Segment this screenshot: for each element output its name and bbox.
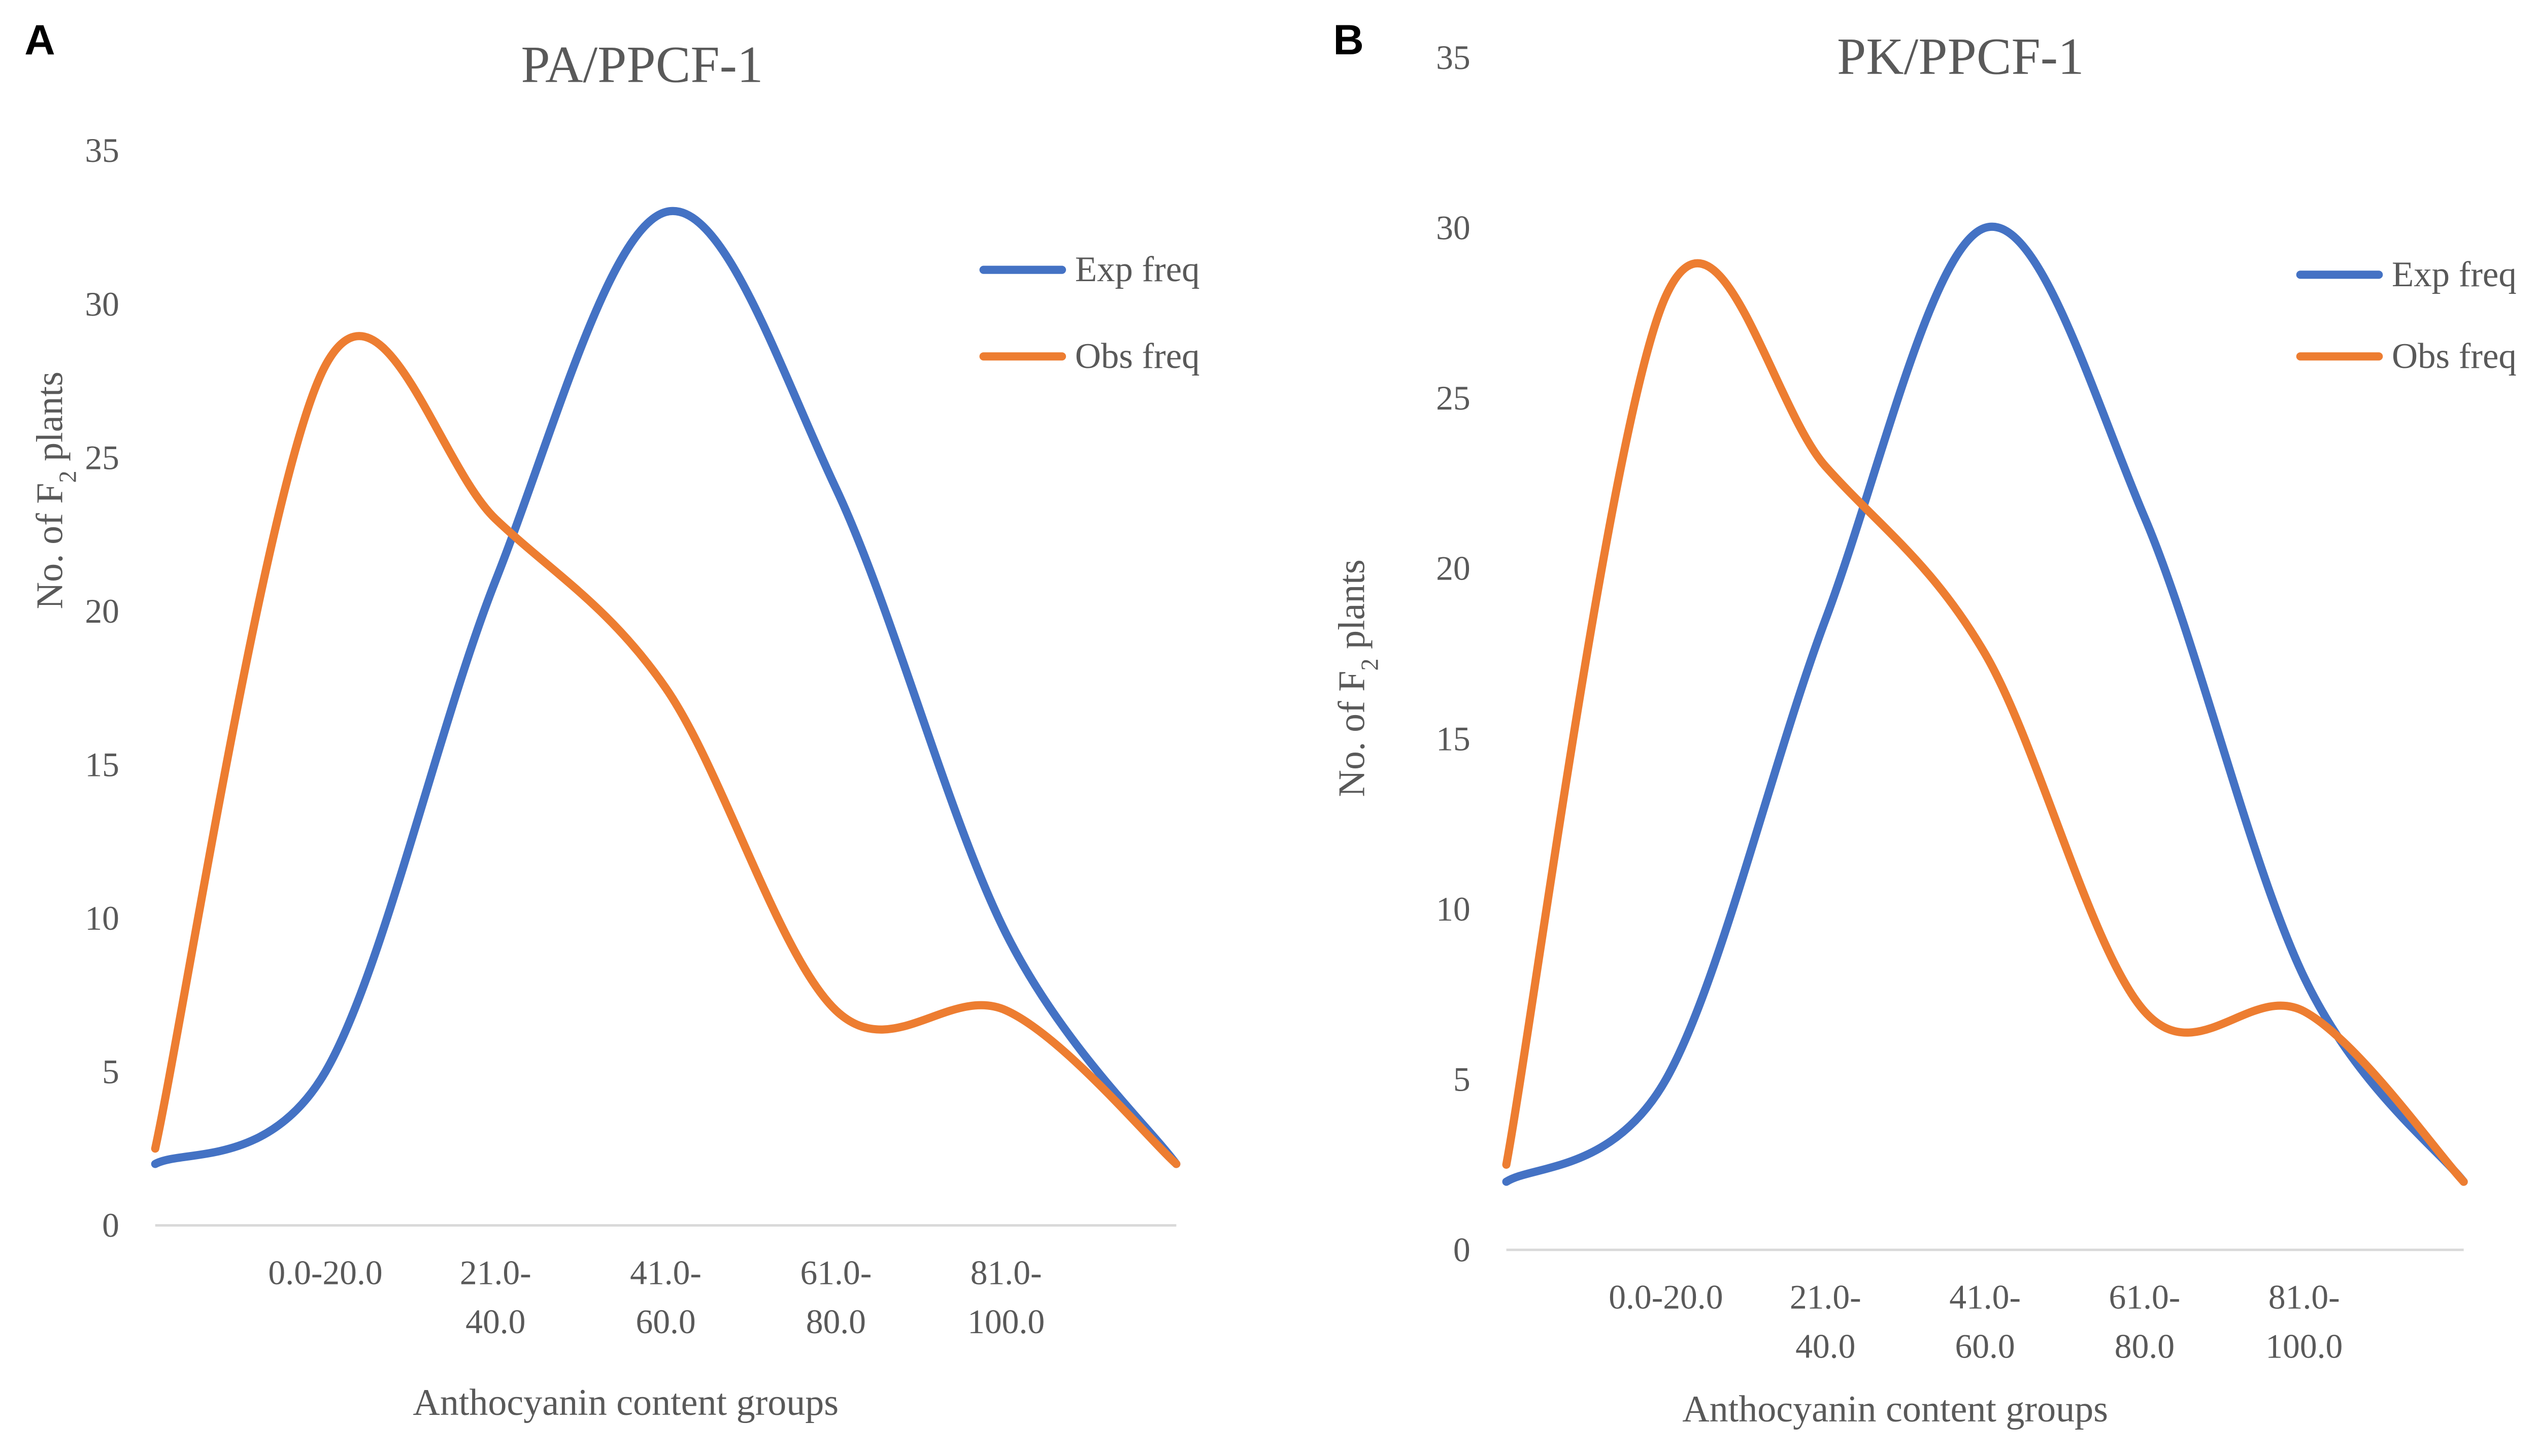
x-tick-label: 21.0- 40.0 bbox=[1790, 1278, 1861, 1366]
y-tick-label: 20 bbox=[1436, 550, 1471, 588]
x-tick-label-line: 21.0- bbox=[1790, 1278, 1861, 1316]
y-tick-label: 20 bbox=[85, 592, 119, 630]
chart-title: PA/PPCF-1 bbox=[521, 36, 763, 94]
y-tick-label: 30 bbox=[85, 285, 119, 323]
x-tick-label-line: 100.0 bbox=[967, 1303, 1045, 1341]
y-tick-label: 10 bbox=[1436, 890, 1471, 928]
x-tick-label: 41.0- 60.0 bbox=[630, 1254, 702, 1341]
y-axis-title-post: plants bbox=[1331, 559, 1373, 658]
x-tick-label: 81.0- 100.0 bbox=[2265, 1278, 2343, 1366]
y-tick-label: 10 bbox=[85, 899, 119, 937]
x-tick-label-line: 40.0 bbox=[1795, 1327, 1855, 1365]
y-axis-title-post: plants bbox=[29, 371, 71, 470]
x-tick-label-line: 60.0 bbox=[1955, 1327, 2015, 1365]
y-tick-label: 15 bbox=[85, 746, 119, 784]
y-tick-label: 15 bbox=[1436, 720, 1471, 758]
legend-label: Obs freq bbox=[2392, 336, 2517, 376]
y-axis-title-sub: 2 bbox=[54, 470, 81, 483]
legend-label: Exp freq bbox=[1075, 250, 1200, 289]
x-tick-label-line: 21.0- bbox=[460, 1254, 531, 1292]
x-tick-label-line: 81.0- bbox=[971, 1254, 1042, 1292]
legend-label: Exp freq bbox=[2392, 255, 2517, 294]
y-axis-title-sub: 2 bbox=[1356, 659, 1383, 671]
x-tick-label-line: 0.0-20.0 bbox=[268, 1254, 382, 1292]
legend-label: Obs freq bbox=[1075, 336, 1200, 376]
x-tick-label-line: 81.0- bbox=[2268, 1278, 2340, 1316]
x-tick-label-line: 41.0- bbox=[1949, 1278, 2021, 1316]
series-line-obs-freq bbox=[151, 332, 1181, 1168]
y-tick-label: 35 bbox=[85, 131, 119, 170]
y-tick-label: 35 bbox=[1436, 39, 1471, 77]
x-tick-label: 0.0-20.0 bbox=[1609, 1278, 1723, 1316]
y-tick-label: 25 bbox=[1436, 379, 1471, 417]
x-axis-title: Anthocyanin content groups bbox=[413, 1382, 839, 1424]
y-tick-label: 5 bbox=[1453, 1061, 1471, 1099]
x-tick-label: 21.0- 40.0 bbox=[460, 1254, 531, 1341]
y-axis-title-pre: No. of F bbox=[29, 483, 71, 610]
chart-title: PK/PPCF-1 bbox=[1837, 27, 2084, 85]
y-tick-label: 5 bbox=[102, 1053, 119, 1091]
x-tick-label: 41.0- 60.0 bbox=[1949, 1278, 2021, 1366]
x-tick-label: 61.0- 80.0 bbox=[2109, 1278, 2181, 1366]
series-line-exp-freq bbox=[151, 207, 1181, 1168]
x-tick-label-line: 61.0- bbox=[2109, 1278, 2181, 1316]
series-line-exp-freq bbox=[1502, 222, 2468, 1186]
y-tick-label: 30 bbox=[1436, 209, 1471, 247]
series-line-obs-freq bbox=[1502, 259, 2468, 1186]
x-tick-label-line: 41.0- bbox=[630, 1254, 702, 1292]
y-axis-title: No. of F2 plants bbox=[29, 371, 81, 609]
panel-letter: A bbox=[24, 16, 55, 63]
chart-panel-b: B PK/PPCF-1 0 5 10 15 20 25 30 35 0.0-20.0 21.0- 40.… bbox=[1331, 16, 2517, 1430]
x-tick-label-line: 80.0 bbox=[806, 1303, 866, 1341]
x-tick-label-line: 80.0 bbox=[2115, 1327, 2175, 1365]
y-tick-label: 0 bbox=[1453, 1231, 1471, 1269]
x-tick-label: 61.0- 80.0 bbox=[800, 1254, 872, 1341]
x-tick-label-line: 100.0 bbox=[2265, 1327, 2343, 1365]
x-tick-label-line: 40.0 bbox=[465, 1303, 525, 1341]
x-tick-label-line: 61.0- bbox=[800, 1254, 872, 1292]
x-tick-label-line: 0.0-20.0 bbox=[1609, 1278, 1723, 1316]
x-tick-label: 81.0- 100.0 bbox=[967, 1254, 1045, 1341]
y-tick-label: 0 bbox=[102, 1206, 119, 1244]
x-axis-title: Anthocyanin content groups bbox=[1682, 1389, 2108, 1430]
y-tick-label: 25 bbox=[85, 438, 119, 477]
y-axis-title-pre: No. of F bbox=[1331, 671, 1373, 797]
y-axis-title: No. of F2 plants bbox=[1331, 559, 1384, 797]
panel-letter: B bbox=[1333, 16, 1363, 63]
x-tick-label-line: 60.0 bbox=[636, 1303, 695, 1341]
x-tick-label: 0.0-20.0 bbox=[268, 1254, 382, 1292]
chart-panel-a: A PA/PPCF-1 0 5 10 15 20 25 30 35 0.0-20.0 21.0- 40.… bbox=[24, 16, 1199, 1424]
